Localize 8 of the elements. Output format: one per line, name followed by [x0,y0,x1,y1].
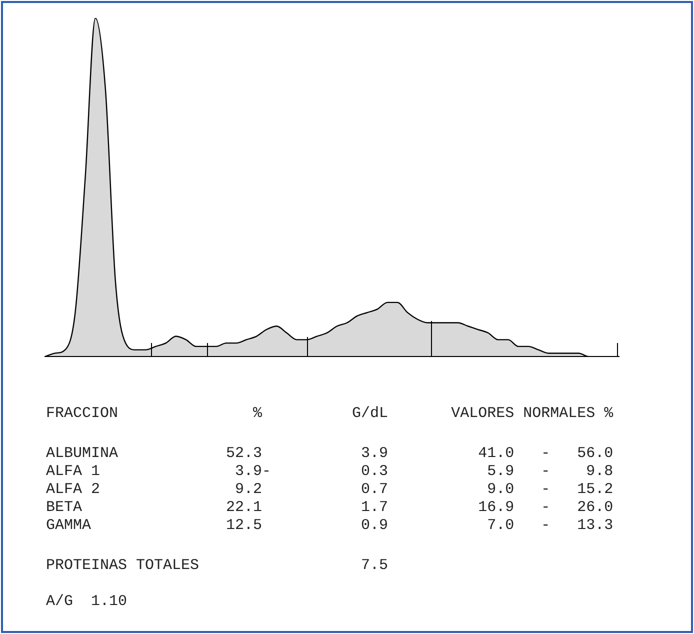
text: GAMMA 12.5 0.9 7.0 - 13.3 [46,517,614,535]
text: PROTEINAS TOTALES 7.5 [46,557,390,575]
text: BETA 22.1 1.7 16.9 - 26.0 [46,499,614,517]
text: ALBUMINA 52.3 3.9 41.0 - 56.0 [46,445,614,463]
text: A/G 1.10 [46,593,128,611]
text: ALFA 2 9.2 0.7 9.0 - 15.2 [46,481,614,499]
text: ALFA 1 3.9- 0.3 5.9 - 9.8 [46,463,614,481]
text: FRACCION % G/dL VALORES NORMALES % [46,405,614,423]
